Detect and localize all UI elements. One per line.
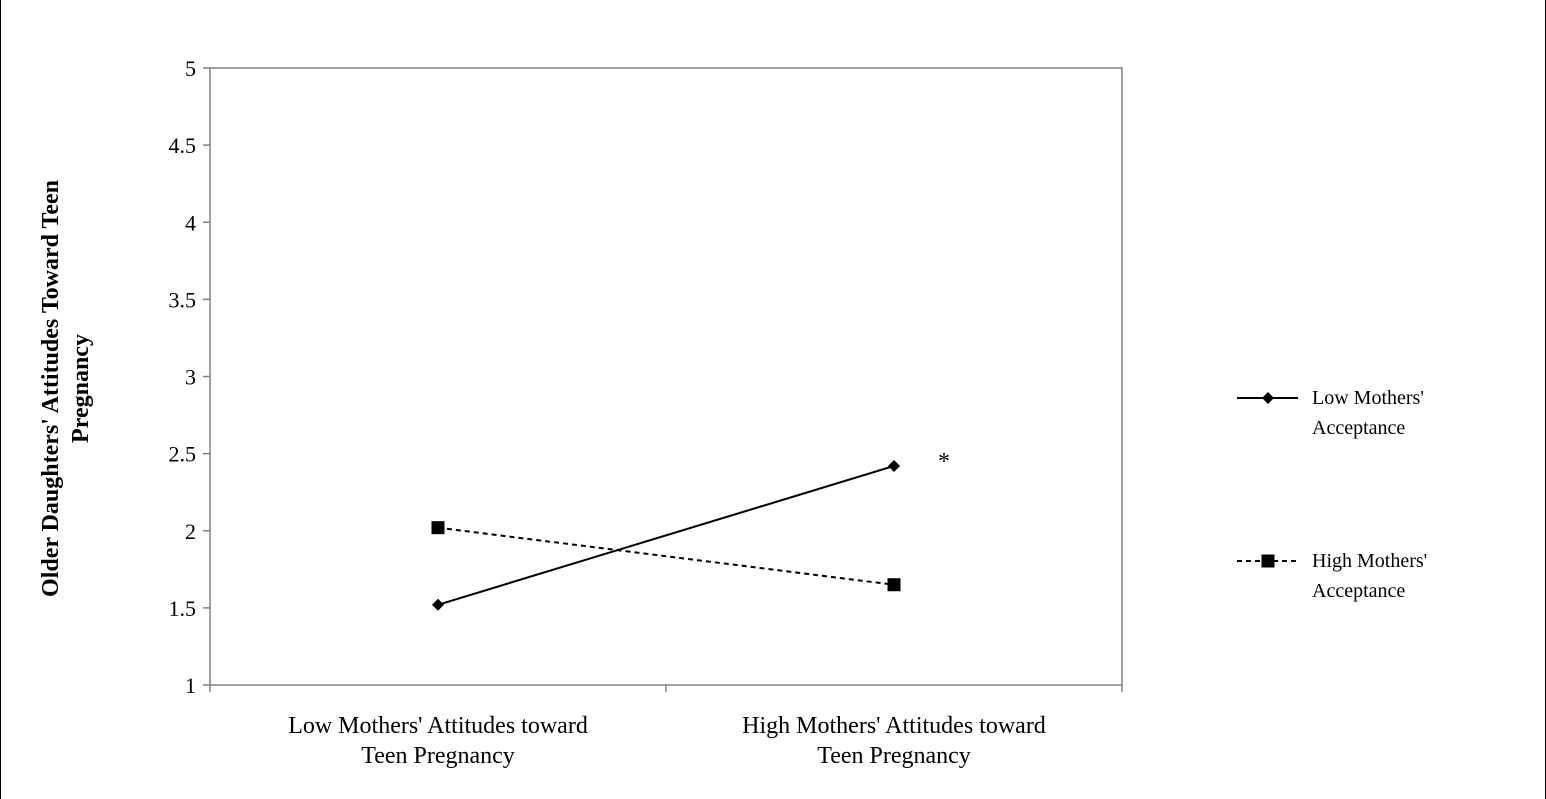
x-category-label: High Mothers' Attitudes toward Teen Pregn…: [742, 713, 1046, 769]
series-line: [437, 465, 895, 606]
data-point-diamond: [888, 459, 900, 472]
plot-area: [209, 67, 1123, 686]
series-2: [431, 521, 901, 592]
data-point-square: [431, 521, 445, 535]
y-tick-label: 3: [185, 365, 196, 390]
y-axis-label-line: Older Daughters' Attitudes Toward Teen: [38, 180, 64, 597]
y-tick-label: 2: [185, 519, 196, 544]
x-category-label: Low Mothers' Attitudes toward Teen Pregna…: [288, 713, 588, 769]
y-axis-label-line: Pregnancy: [68, 334, 94, 443]
y-tick-label: 5: [185, 56, 196, 81]
x-category-label-line: Teen Pregnancy: [817, 743, 971, 769]
data-point-diamond-legend: [1262, 392, 1274, 404]
data-point-square: [887, 578, 901, 592]
series-line: [437, 526, 895, 586]
series-1: [432, 459, 900, 611]
legend-label-line: Acceptance: [1312, 417, 1405, 439]
legend-label-line: Acceptance: [1312, 580, 1405, 602]
legend-label: Low Mothers' Acceptance: [1312, 387, 1424, 439]
legend-label: High Mothers' Acceptance: [1312, 550, 1427, 602]
data-point-square-legend: [1261, 554, 1275, 568]
significance-asterisk: *: [938, 449, 950, 475]
y-tick-label: 2.5: [169, 442, 197, 467]
x-category-label-line: High Mothers' Attitudes toward: [742, 713, 1046, 739]
y-tick-label: 4.5: [169, 133, 197, 158]
legend: Low Mothers' Acceptance High Mothers' Accep…: [1237, 387, 1427, 602]
y-tick-label: 3.5: [169, 287, 197, 312]
series-layer: [431, 459, 901, 611]
x-axis: Low Mothers' Attitudes toward Teen Pregna…: [209, 685, 1123, 769]
y-tick-label: 1.5: [169, 596, 197, 621]
x-category-label-line: Low Mothers' Attitudes toward: [288, 713, 588, 739]
y-tick-label: 1: [185, 673, 196, 698]
data-point-diamond: [432, 598, 444, 611]
x-category-label-line: Teen Pregnancy: [361, 743, 515, 769]
legend-item: Low Mothers' Acceptance: [1237, 387, 1424, 439]
legend-label-line: Low Mothers': [1312, 387, 1424, 409]
y-tick-label: 4: [185, 210, 196, 235]
annotations: *: [938, 449, 950, 475]
legend-item: High Mothers' Acceptance: [1237, 550, 1427, 602]
y-axis: 1 1.5 2 2.5 3 3.5 4 4.5 5: [169, 56, 210, 698]
legend-label-line: High Mothers': [1312, 550, 1427, 572]
y-axis-label: Older Daughters' Attitudes Toward Teen Pr…: [38, 180, 94, 597]
